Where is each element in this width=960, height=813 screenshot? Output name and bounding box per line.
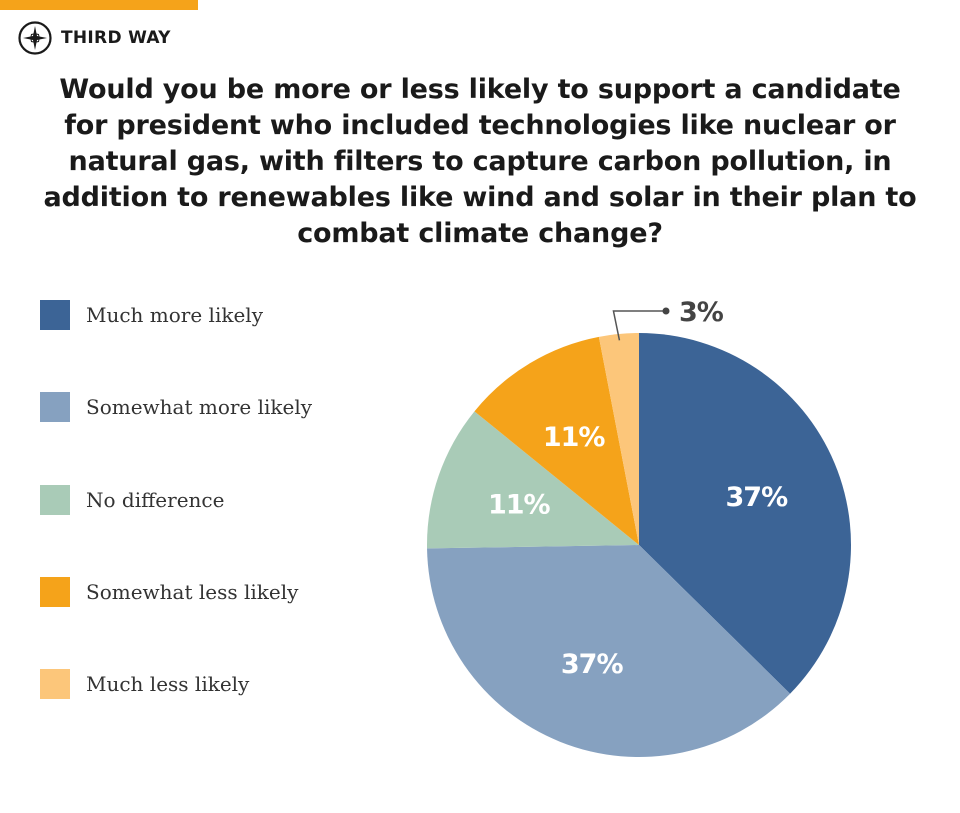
legend-swatch xyxy=(40,392,70,422)
legend-item: Somewhat more likely xyxy=(40,392,312,422)
chart-title: Would you be more or less likely to supp… xyxy=(43,74,917,249)
slice-value-label: 37% xyxy=(726,482,789,513)
legend-item: Much more likely xyxy=(40,300,263,330)
legend-label: Much more likely xyxy=(86,303,264,327)
brand-name: THIRD WAY xyxy=(61,28,171,48)
slice-value-label: 11% xyxy=(488,489,551,520)
legend-label: Somewhat more likely xyxy=(86,395,313,419)
callout-leader-line xyxy=(612,310,665,341)
legend-swatch xyxy=(40,485,70,515)
legend-swatch xyxy=(40,300,70,330)
slice-value-label: 11% xyxy=(543,422,606,453)
pie-slice xyxy=(427,411,639,549)
slice-value-label: 3% xyxy=(679,297,724,328)
callout-dot xyxy=(662,307,670,315)
legend-label: Somewhat less likely xyxy=(86,580,299,604)
legend-item: Much less likely xyxy=(40,669,249,699)
legend-label: No difference xyxy=(86,488,225,512)
pie-slice xyxy=(639,333,851,694)
legend-swatch xyxy=(40,577,70,607)
compass-logo-icon xyxy=(18,21,52,55)
legend-swatch xyxy=(40,669,70,699)
legend-item: No difference xyxy=(40,485,224,515)
brand-header: THIRD WAY xyxy=(18,20,171,56)
slice-value-label: 37% xyxy=(561,649,624,680)
pie-slice xyxy=(598,333,639,545)
legend-label: Much less likely xyxy=(86,672,250,696)
legend-item: Somewhat less likely xyxy=(40,577,298,607)
pie-slice xyxy=(427,545,791,757)
brand-accent-bar xyxy=(0,0,198,10)
pie-slice xyxy=(474,336,639,545)
pie-chart: 37% 37% 11% 11% 3% xyxy=(427,297,851,757)
